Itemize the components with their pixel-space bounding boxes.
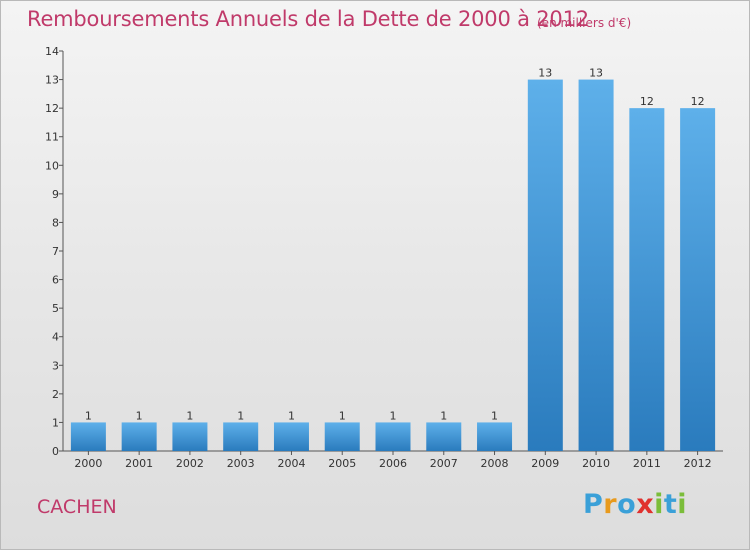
x-tick-label: 2004	[277, 457, 305, 470]
y-tick-label: 9	[52, 188, 59, 201]
data-label: 1	[237, 409, 244, 422]
bars	[70, 79, 716, 452]
data-label: 1	[390, 409, 397, 422]
chart-unit: (en milliers d'€)	[537, 16, 632, 30]
data-label: 1	[186, 409, 193, 422]
x-tick-label: 2010	[582, 457, 610, 470]
y-tick-label: 4	[52, 331, 59, 344]
logo-letter: P	[583, 489, 604, 520]
y-tick-label: 11	[45, 131, 59, 144]
data-label: 13	[538, 67, 552, 80]
y-tick-label: 2	[52, 388, 59, 401]
data-label: 1	[288, 409, 295, 422]
axes	[59, 50, 723, 455]
y-tick-label: 8	[52, 216, 59, 229]
bar-2007	[426, 422, 462, 451]
x-tick-label: 2001	[125, 457, 153, 470]
labels: 0123456789101112131412000120011200212003…	[45, 45, 712, 470]
data-label: 1	[440, 409, 447, 422]
bar-2006	[375, 422, 411, 451]
chart-title: Remboursements Annuels de la Dette de 20…	[27, 7, 589, 31]
x-tick-label: 2012	[684, 457, 712, 470]
x-tick-label: 2002	[176, 457, 204, 470]
bar-2012	[680, 108, 716, 452]
proxiti-logo[interactable]: Proxiti	[583, 489, 687, 520]
logo-letter: r	[603, 489, 618, 520]
data-label: 12	[691, 95, 705, 108]
data-label: 12	[640, 95, 654, 108]
bar-2002	[172, 422, 208, 451]
y-tick-label: 12	[45, 102, 59, 115]
bar-2004	[273, 422, 309, 451]
y-tick-label: 0	[52, 445, 59, 458]
x-tick-label: 2005	[328, 457, 356, 470]
bar-2000	[70, 422, 106, 451]
y-tick-label: 10	[45, 159, 59, 172]
logo-letter: x	[636, 489, 655, 520]
y-tick-label: 13	[45, 74, 59, 87]
data-label: 1	[136, 409, 143, 422]
data-label: 1	[85, 409, 92, 422]
bar-2010	[578, 79, 614, 452]
logo-letter: t	[663, 489, 678, 520]
bar-2001	[121, 422, 157, 451]
y-tick-label: 6	[52, 274, 59, 287]
data-label: 1	[339, 409, 346, 422]
bar-2011	[629, 108, 665, 452]
y-tick-label: 14	[45, 45, 59, 58]
bar-2003	[223, 422, 259, 451]
data-label: 1	[491, 409, 498, 422]
y-tick-label: 1	[52, 416, 59, 429]
x-tick-label: 2000	[74, 457, 102, 470]
logo-letter: o	[617, 489, 637, 520]
x-tick-label: 2007	[430, 457, 458, 470]
commune-name: CACHEN	[37, 496, 117, 518]
y-tick-label: 7	[52, 245, 59, 258]
bar-2009	[527, 79, 563, 452]
x-tick-label: 2006	[379, 457, 407, 470]
x-tick-label: 2011	[633, 457, 661, 470]
x-tick-label: 2009	[531, 457, 559, 470]
x-tick-label: 2008	[481, 457, 509, 470]
logo-letter: i	[677, 489, 688, 520]
y-tick-label: 5	[52, 302, 59, 315]
y-tick-label: 3	[52, 359, 59, 372]
bar-2005	[324, 422, 360, 451]
data-label: 13	[589, 67, 603, 80]
bar-2008	[477, 422, 513, 451]
x-tick-label: 2003	[227, 457, 255, 470]
logo-letter: i	[654, 489, 664, 520]
